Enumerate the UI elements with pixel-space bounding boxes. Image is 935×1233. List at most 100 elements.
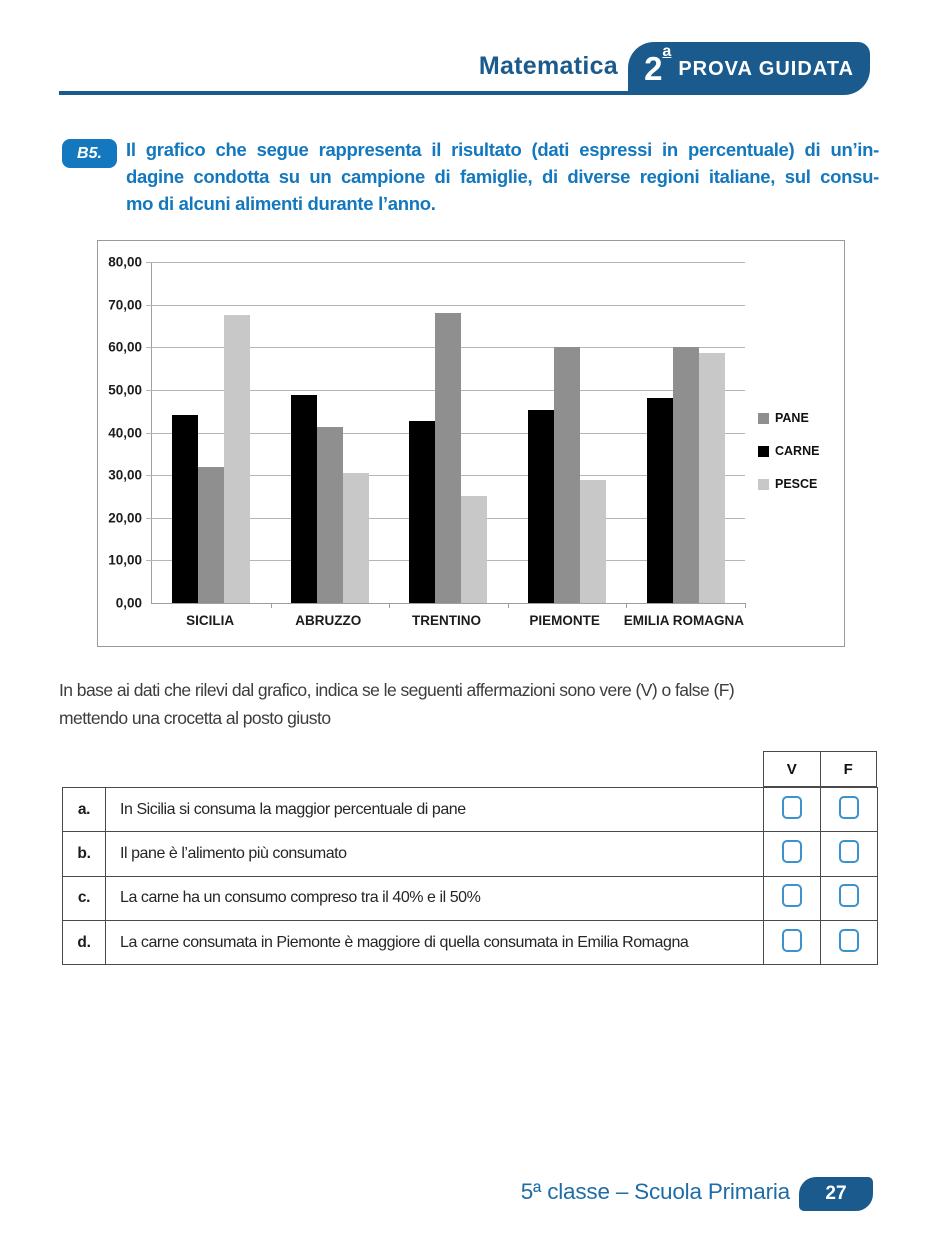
table-row: b. Il pane è l’alimento più consumato: [62, 831, 878, 877]
cell-v: [763, 831, 821, 877]
legend-label: PANE: [775, 411, 809, 425]
prova-guidata-badge: 2a PROVA GUIDATA: [628, 42, 870, 95]
legend-swatch-pane: [758, 412, 769, 424]
table-row: d. La carne consumata in Piemonte è magg…: [62, 919, 878, 966]
instruction-text: In base ai dati che rilevi dal grafico, …: [59, 677, 894, 732]
bar-group-sicilia: [152, 262, 271, 603]
legend-swatch-carne: [758, 445, 769, 457]
legend-item-pesce: PESCE: [758, 477, 819, 491]
footer-label: 5ª classe – Scuola Primaria: [520, 1179, 790, 1204]
bar-carne-trentino: [409, 421, 436, 603]
instruction-line: mettendo una crocetta al posto giusto: [59, 707, 331, 728]
cell-v: [763, 786, 821, 833]
y-axis-tick-label: 50,00: [108, 382, 142, 398]
checkbox-f-row-b[interactable]: [839, 839, 859, 863]
bar-group-abruzzo: [271, 262, 390, 603]
cell-v: [763, 875, 821, 921]
bar-groups: [152, 262, 745, 603]
table-row: c. La carne ha un consumo compreso tra i…: [62, 875, 878, 921]
legend-swatch-pesce: [758, 478, 769, 490]
bar-pane-emilia-romagna: [672, 347, 699, 603]
cell-f: [820, 831, 878, 877]
subject-title: Matematica: [478, 52, 618, 80]
question-text: Il grafico che segue rappresenta il risu…: [126, 136, 879, 217]
cell-f: [820, 875, 878, 921]
checkbox-v-row-c[interactable]: [782, 884, 802, 908]
legend-label: PESCE: [775, 477, 818, 491]
x-axis-label: EMILIA ROMAGNA: [623, 613, 744, 628]
bar-pesce-sicilia: [224, 315, 251, 603]
bar-pane-sicilia: [198, 466, 225, 603]
y-axis-tick-label: 40,00: [108, 425, 142, 440]
statement-text: Il pane è l’alimento più consumato: [105, 831, 764, 877]
question-number-badge: B5.: [62, 139, 117, 168]
column-header-v: V: [764, 752, 821, 786]
checkbox-v-row-b[interactable]: [782, 839, 802, 863]
legend-item-carne: CARNE: [758, 444, 819, 458]
legend-item-pane: PANE: [758, 411, 819, 425]
bar-pane-trentino: [435, 313, 462, 603]
checkbox-f-row-c[interactable]: [839, 884, 859, 908]
checkbox-v-row-d[interactable]: [782, 928, 802, 952]
bar-pane-piemonte: [554, 347, 581, 603]
legend-label: CARNE: [775, 444, 820, 458]
x-axis-label: TRENTINO: [411, 613, 481, 628]
gridline: [146, 304, 745, 306]
bar-pesce-piemonte: [580, 480, 607, 603]
bar-pane-abruzzo: [316, 427, 343, 603]
checkbox-f-row-a[interactable]: [839, 795, 859, 819]
row-letter: c.: [62, 875, 106, 921]
y-axis-tick-label: 60,00: [108, 339, 142, 355]
bar-pesce-emilia-romagna: [698, 353, 725, 603]
bar-pesce-abruzzo: [342, 472, 369, 603]
bar-chart: 80,00 70,00 60,00 50,00 40,00 30,00 20,00 10,00…: [97, 240, 845, 647]
chart-legend: PANE CARNE PESCE: [758, 411, 819, 491]
bar-carne-piemonte: [528, 410, 555, 603]
x-axis-tick: [270, 603, 272, 608]
y-axis-tick-label: 20,00: [108, 510, 142, 526]
bar-group-trentino: [389, 262, 508, 603]
bar-carne-emilia-romagna: [646, 398, 673, 603]
y-axis-tick-label: 70,00: [108, 297, 142, 313]
vf-table-header: V F: [763, 751, 877, 787]
cell-v: [763, 919, 821, 966]
x-axis-tick: [507, 603, 509, 608]
x-axis-label: SICILIA: [186, 613, 235, 628]
row-letter: d.: [62, 919, 106, 966]
bar-group-piemonte: [508, 262, 627, 603]
bar-group-emilia-romagna: [626, 262, 745, 603]
badge-label: PROVA GUIDATA: [678, 58, 854, 80]
bar-pesce-trentino: [461, 496, 488, 603]
question-line: Il grafico che segue rappresenta il risu…: [126, 139, 879, 160]
header-rule: [59, 91, 739, 95]
statements-table: a. In Sicilia si consuma la maggior perc…: [62, 786, 878, 966]
row-letter: a.: [62, 786, 106, 833]
column-header-f: F: [843, 760, 853, 778]
bar-carne-sicilia: [172, 415, 199, 603]
checkbox-v-row-a[interactable]: [782, 795, 802, 819]
y-axis-tick-label: 0,00: [115, 595, 142, 611]
checkbox-f-row-d[interactable]: [839, 928, 859, 952]
x-axis-label: PIEMONTE: [529, 613, 600, 628]
x-axis-tick: [745, 603, 746, 608]
table-row: a. In Sicilia si consuma la maggior perc…: [62, 786, 878, 833]
x-axis-tick: [626, 603, 628, 608]
cell-f: [820, 919, 878, 966]
page-number-badge: 27: [799, 1177, 873, 1211]
x-axis-label: ABRUZZO: [295, 613, 362, 628]
x-axis-labels: SICILIA ABRUZZO TRENTINO PIEMONTE EMILIA ROM…: [151, 613, 744, 628]
gridline: [146, 262, 745, 263]
y-axis-tick-label: 30,00: [108, 467, 142, 483]
cell-f: [820, 786, 878, 833]
instruction-line: In base ai dati che rilevi dal grafico, …: [59, 680, 735, 700]
plot-area: 80,00 70,00 60,00 50,00 40,00 30,00 20,00 10,00…: [108, 255, 746, 611]
badge-number: 2a: [644, 43, 672, 87]
y-axis-tick-label: 80,00: [108, 254, 142, 270]
y-axis-tick-label: 10,00: [108, 552, 142, 568]
question-line: dagine condotta su un campione di famigl…: [126, 166, 879, 187]
question-line: mo di alcuni alimenti durante l’anno.: [126, 193, 436, 214]
row-letter: b.: [62, 831, 106, 877]
statement-text: La carne ha un consumo compreso tra il 4…: [105, 875, 764, 921]
bar-carne-abruzzo: [290, 395, 317, 603]
